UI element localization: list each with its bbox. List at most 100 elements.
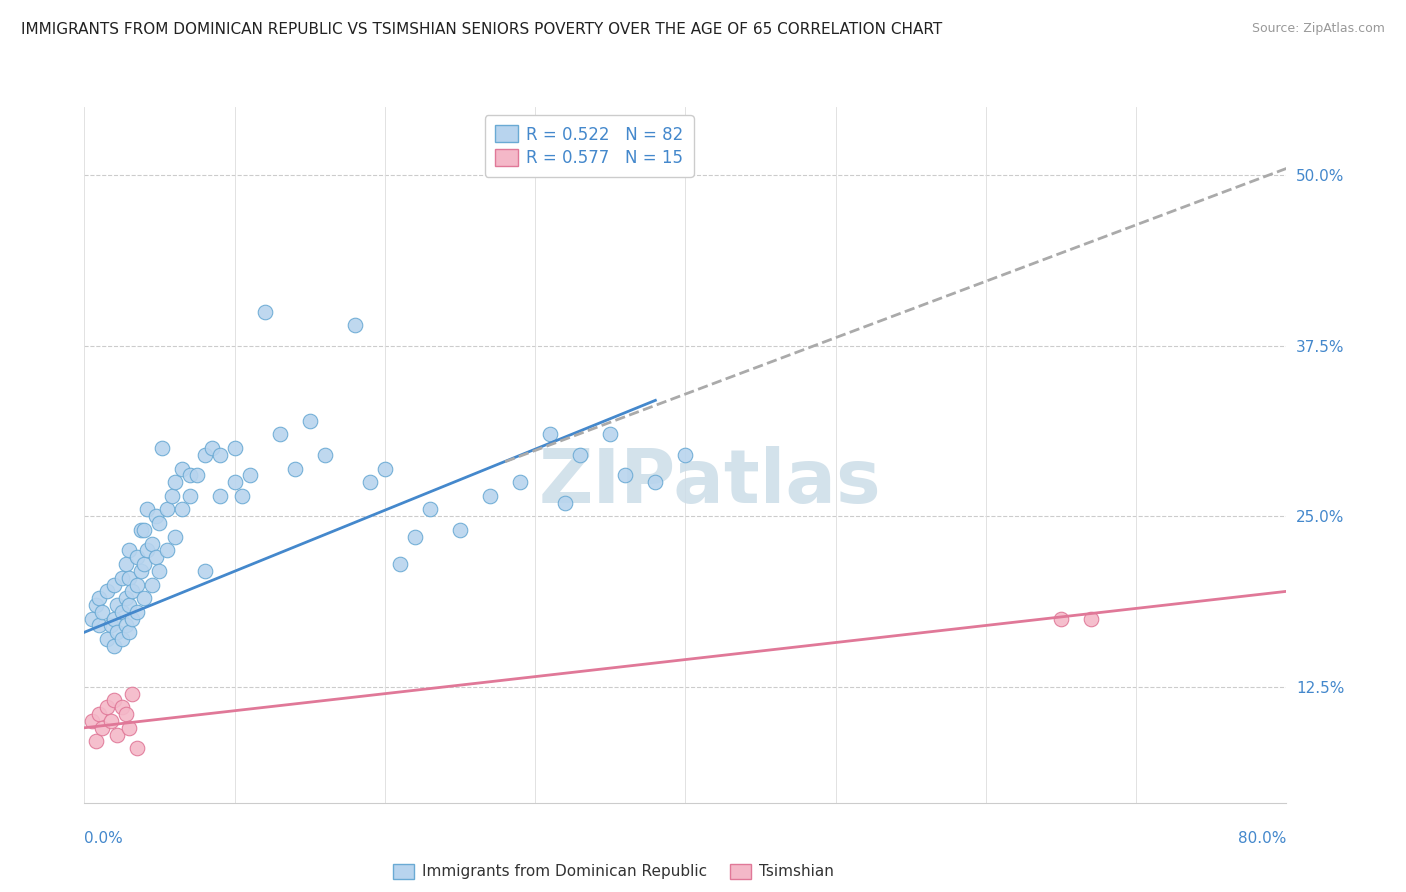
Point [121,612,143,626]
Point [115,557,138,571]
Point [89,707,111,722]
Point [103,693,125,707]
Legend: Immigrants from Dominican Republic, Tsimshian: Immigrants from Dominican Republic, Tsim… [387,857,839,886]
Point [239,468,262,483]
Point [89,591,111,606]
Point [115,618,138,632]
Point [125,605,148,619]
Point [224,475,246,490]
Point [208,489,231,503]
Text: Source: ZipAtlas.com: Source: ZipAtlas.com [1251,22,1385,36]
Point [91,721,114,735]
Point [103,577,125,591]
Point [131,523,153,537]
Point [179,468,201,483]
Point [224,441,246,455]
Point [96,584,118,599]
Point [115,707,138,722]
Point [111,571,134,585]
Point [170,502,193,516]
Point [136,543,159,558]
Point [253,304,276,318]
Point [111,605,134,619]
Point [125,741,148,756]
Point [125,577,148,591]
Point [131,564,153,578]
Text: IMMIGRANTS FROM DOMINICAN REPUBLIC VS TSIMSHIAN SENIORS POVERTY OVER THE AGE OF : IMMIGRANTS FROM DOMINICAN REPUBLIC VS TS… [21,22,942,37]
Point [231,489,253,503]
Point [115,591,138,606]
Point [449,523,471,537]
Point [145,550,167,565]
Point [134,591,156,606]
Point [152,441,174,455]
Point [194,448,217,462]
Point [125,550,148,565]
Point [419,502,441,516]
Point [107,625,129,640]
Point [148,516,170,530]
Point [374,461,396,475]
Point [107,728,129,742]
Point [86,598,108,612]
Point [156,543,179,558]
Point [163,475,186,490]
Point [298,414,321,428]
Point [134,557,156,571]
Text: ZIPatlas: ZIPatlas [538,446,880,519]
Point [107,598,129,612]
Point [269,427,291,442]
Point [121,584,143,599]
Point [96,700,118,714]
Point [644,475,666,490]
Point [141,577,163,591]
Point [509,475,531,490]
Point [284,461,307,475]
Point [359,475,381,490]
Point [404,530,426,544]
Point [118,598,141,612]
Point [89,618,111,632]
Point [479,489,502,503]
Point [103,612,125,626]
Point [100,618,122,632]
Point [148,564,170,578]
Point [96,632,118,646]
Point [118,571,141,585]
Point [614,468,637,483]
Point [569,448,592,462]
Point [91,605,114,619]
Point [675,448,697,462]
Point [194,564,217,578]
Point [141,536,163,550]
Point [118,543,141,558]
Point [201,441,224,455]
Point [163,530,186,544]
Point [86,734,108,748]
Point [186,468,208,483]
Point [111,632,134,646]
Point [599,427,621,442]
Point [538,427,561,442]
Point [1080,612,1102,626]
Point [136,502,159,516]
Point [343,318,366,333]
Point [100,714,122,728]
Point [145,509,167,524]
Point [118,625,141,640]
Text: 0.0%: 0.0% [84,831,124,847]
Point [118,721,141,735]
Point [80,714,103,728]
Point [388,557,411,571]
Point [134,523,156,537]
Point [156,502,179,516]
Point [80,612,103,626]
Point [554,496,576,510]
Point [179,489,201,503]
Point [103,639,125,653]
Point [314,448,336,462]
Point [111,700,134,714]
Point [1050,612,1073,626]
Text: 80.0%: 80.0% [1239,831,1286,847]
Point [208,448,231,462]
